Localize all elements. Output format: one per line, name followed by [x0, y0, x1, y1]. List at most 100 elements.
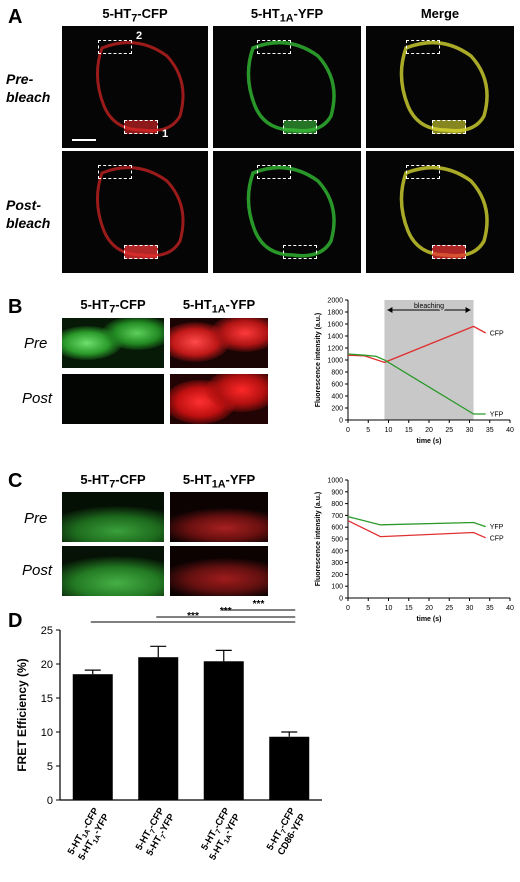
- y-tick-label: 20: [41, 659, 53, 671]
- y-tick-label: 15: [41, 693, 53, 705]
- line-chart-c: 0 100 200 300 400 500 600 700 800 900 1000 0 5 10 15 20…: [315, 478, 514, 624]
- roi-box-1: [432, 245, 466, 259]
- roi-box-1: [283, 245, 317, 259]
- cell-outline-merge-pre: [399, 40, 489, 133]
- fluor-blob: [210, 318, 268, 352]
- row-label-pre-bleach: Pre-bleach: [6, 71, 51, 105]
- x-tick-label: 40: [506, 605, 514, 612]
- y-tick-label: 1800: [327, 310, 343, 317]
- image-merge-post: [366, 151, 514, 273]
- arrowhead-right: [465, 307, 471, 313]
- x-tick-label: 30: [466, 427, 474, 434]
- y-tick-label: 800: [331, 370, 343, 377]
- col-head-a2: 5-HT1A-YFP: [250, 6, 324, 25]
- x-tick-label: 35: [486, 605, 494, 612]
- col-head-c1: 5-HT7-CFP: [80, 472, 146, 491]
- y-tick-label: 5: [47, 761, 53, 773]
- fluor-blob: [170, 558, 268, 596]
- y-axis-label: Fluorescence intensity (a.u.): [315, 492, 322, 587]
- bar: [138, 657, 179, 800]
- roi-box-2: [406, 40, 440, 54]
- roi-label-1: 1: [162, 128, 169, 140]
- x-tick-label: 5: [366, 427, 370, 434]
- image-c-yfp-post: [170, 546, 268, 596]
- panel-letter-a: A: [8, 6, 23, 28]
- row-label-post-bleach: Post-bleach: [6, 197, 51, 231]
- cell-outline-cfp-post: [96, 166, 185, 258]
- fluor-blob: [206, 374, 268, 412]
- significance-stars: ***: [220, 606, 232, 617]
- y-tick-label: 400: [331, 394, 343, 401]
- fluor-blob: [170, 508, 268, 542]
- y-tick-label: 700: [331, 513, 343, 520]
- bleach-window: [384, 300, 474, 420]
- y-tick-label: 100: [331, 584, 343, 591]
- series-line-cfp: [347, 325, 487, 364]
- y-tick-label: 600: [331, 525, 343, 532]
- y-tick-label: 2000: [327, 298, 343, 305]
- x-tick-label: 15: [405, 427, 413, 434]
- y-tick-label: 0: [339, 596, 343, 603]
- series-label-cfp: CFP: [490, 535, 504, 542]
- series-line-cfp: [347, 520, 486, 539]
- roi-box-2: [406, 165, 440, 179]
- series-line-yfp: [347, 515, 486, 528]
- y-tick-label: 600: [331, 382, 343, 389]
- x-tick-label: 5: [366, 605, 370, 612]
- bar-chart-d: 0 5 10 15 20 25 FRET Efficiency (%) 5-HT1A-CFP5…: [15, 600, 322, 862]
- x-tick-label: 20: [425, 427, 433, 434]
- cell-outline-yfp-pre: [246, 40, 336, 133]
- x-axis-label: time (s): [417, 616, 442, 623]
- significance-stars: ***: [253, 600, 265, 610]
- col-head-c2: 5-HT1A-YFP: [182, 472, 256, 491]
- row-label-c-post: Post: [22, 562, 53, 579]
- roi-box-1: [124, 245, 158, 259]
- x-tick-label: 10: [385, 605, 393, 612]
- cell-outline-merge-post: [399, 165, 489, 258]
- bar: [269, 736, 310, 800]
- image-b-cfp-pre: [62, 318, 164, 368]
- bleach-annotation: bleaching: [414, 303, 444, 310]
- x-tick-label: 35: [486, 427, 494, 434]
- y-tick-label: 1000: [327, 478, 343, 485]
- y-tick-label: 10: [41, 727, 53, 739]
- image-yfp-post: [213, 151, 361, 273]
- y-tick-label: 0: [47, 795, 53, 807]
- image-yfp-pre: [213, 26, 361, 148]
- y-tick-label: 1000: [327, 358, 343, 365]
- series-label-yfp: YFP: [490, 412, 504, 419]
- y-tick-label: 500: [331, 537, 343, 544]
- y-tick-label: 25: [41, 625, 53, 637]
- image-cfp-post: [62, 151, 208, 273]
- row-label-c-pre: Pre: [24, 510, 48, 527]
- cell-outline-cfp-pre: [96, 41, 185, 133]
- roi-box-1: [283, 120, 317, 134]
- image-c-yfp-pre: [170, 492, 268, 542]
- col-head-a1: 5-HT7-CFP: [102, 6, 168, 25]
- x-tick-label: 20: [425, 605, 433, 612]
- bar: [72, 674, 113, 800]
- y-tick-label: 1200: [327, 346, 343, 353]
- fluor-blob: [102, 318, 164, 350]
- row-label-b-post: Post: [22, 390, 53, 407]
- x-tick-label: 25: [445, 427, 453, 434]
- panel-letter-c: C: [8, 470, 23, 492]
- image-b-cfp-post: [62, 374, 164, 424]
- roi-box-2: [257, 165, 291, 179]
- scale-bar: [72, 139, 96, 141]
- arrowhead-left: [387, 307, 393, 313]
- bar: [203, 661, 244, 800]
- y-tick-label: 200: [331, 572, 343, 579]
- y-axis-label: FRET Efficiency (%): [15, 658, 29, 771]
- series-label-yfp: YFP: [490, 524, 504, 531]
- x-tick-label: 25: [445, 605, 453, 612]
- y-tick-label: 300: [331, 560, 343, 567]
- x-tick-label: 0: [346, 427, 350, 434]
- x-tick-label: 40: [506, 427, 514, 434]
- roi-box-2: [98, 40, 132, 54]
- series-label-cfp: CFP: [490, 331, 504, 338]
- image-b-yfp-post: [170, 374, 268, 424]
- panel-letter-b: B: [8, 296, 23, 318]
